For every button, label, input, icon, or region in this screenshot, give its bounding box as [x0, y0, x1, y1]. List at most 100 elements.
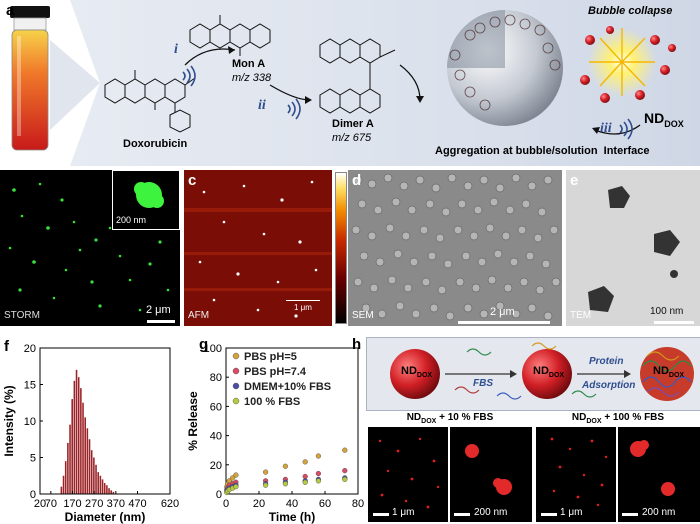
data-point — [315, 478, 322, 484]
afm-caption: AFM — [188, 310, 210, 321]
histogram-bar — [60, 486, 63, 494]
panel-c-afm-image: c AFM 1 μm — [184, 170, 332, 326]
confocal-right-nd: ND — [571, 412, 587, 423]
chart-g-release: 0 20 40 60 80 100 0 20 40 60 80 Time (h) % Release PB… — [186, 343, 364, 524]
histogram-bar — [64, 461, 67, 494]
histogram-bar — [106, 485, 108, 494]
legend-label: PBS pH=5 — [244, 351, 297, 363]
confocal-10fbs-wide-dots — [378, 437, 440, 509]
panel-e-tem-image: e TEM 100 nm — [566, 170, 700, 326]
confocal-100fbs-zoom: 200 nm — [618, 427, 700, 522]
y-axis-label: % Release — [186, 391, 200, 451]
histogram-bar — [110, 490, 112, 494]
x-tick-label: 470 — [128, 498, 146, 510]
y-tick-label: 40 — [210, 431, 222, 443]
histogram-bar — [82, 402, 84, 494]
histogram-bar — [93, 457, 95, 494]
h-nd-right-main: ND — [653, 365, 669, 377]
data-point — [342, 447, 348, 453]
confocal-100fbs-wide-scale: 1 μm — [560, 507, 583, 518]
data-point — [229, 475, 236, 481]
data-point — [302, 459, 308, 465]
histogram-bar — [71, 399, 73, 494]
x-tick-label: 20 — [34, 498, 46, 510]
panel-h-scheme: NDDOX NDDOX NDDOX FBS Protein Adsorption — [366, 337, 700, 411]
data-point — [282, 481, 289, 487]
h-nd-right-sub: DOX — [668, 372, 685, 380]
sem-scale-label: 2 μm — [490, 306, 515, 318]
sem-caption: SEM — [352, 310, 374, 321]
panel-g-label: g — [199, 336, 209, 353]
data-point — [315, 470, 322, 477]
y-axis-label: Intensity (%) — [2, 385, 16, 456]
h-nd-left-sub: DOX — [416, 372, 433, 380]
nd-dox-label: NDDOX — [644, 110, 684, 129]
bubble-sphere — [447, 10, 563, 126]
afm-texture — [184, 180, 332, 318]
data-point — [302, 473, 308, 480]
h-nd-right: NDDOX — [653, 365, 684, 379]
data-point — [262, 482, 269, 488]
aggregation-label: Aggregation at bubble/solution Interface — [435, 145, 650, 157]
h-nd-left: NDDOX — [401, 365, 432, 379]
dimer-a-mz: m/z 675 — [332, 132, 372, 144]
storm-inset-scale: 200 nm — [116, 215, 147, 225]
data-point — [342, 468, 348, 474]
confocal-10fbs-wide-scalebar — [373, 513, 389, 516]
histogram-bar — [62, 475, 65, 494]
dimer-a-name: Dimer A — [332, 118, 374, 130]
y-tick-label: 10 — [24, 416, 36, 428]
histogram-bar — [75, 369, 78, 494]
step-iii-label: iii — [600, 121, 612, 136]
x-tick-label: 80 — [352, 498, 364, 510]
histogram-bar — [95, 464, 97, 494]
storm-inset: 200 nm — [112, 170, 180, 230]
nd-main: ND — [644, 110, 665, 126]
confocal-10fbs-wide: 1 μm — [368, 427, 448, 522]
corona-particle — [640, 347, 694, 401]
x-tick-label: 60 — [319, 498, 331, 510]
histogram-bar — [99, 475, 102, 494]
y-tick-label: 20 — [210, 460, 222, 472]
sem-texture — [351, 173, 561, 321]
x-tick-label: 270 — [85, 498, 103, 510]
protein-icons — [454, 342, 597, 400]
histogram-bar — [90, 450, 93, 494]
confocal-10fbs-zoom-spots — [465, 444, 512, 495]
x-tick-label: 370 — [107, 498, 125, 510]
histogram-bar — [108, 488, 110, 494]
panel-h-scheme-art — [390, 342, 694, 401]
y-tick-label: 0 — [30, 489, 36, 501]
arrow-iii — [594, 124, 641, 135]
y-tick-label: 0 — [216, 489, 222, 501]
confocal-100fbs-wide: 1 μm — [536, 427, 616, 522]
legend-marker — [232, 397, 240, 405]
afm-scale-bar — [286, 300, 320, 301]
tem-caption: TEM — [570, 310, 592, 321]
afm-colorbar — [335, 172, 347, 324]
histogram-bar — [80, 388, 82, 494]
x-tick-label: 40 — [286, 498, 298, 510]
panel-a-label: a — [6, 2, 15, 19]
panel-c-label: c — [188, 172, 197, 189]
data-point — [233, 484, 239, 490]
confocal-100fbs-zoom-scalebar — [622, 513, 638, 516]
panel-a-scheme — [10, 0, 700, 166]
data-point — [282, 463, 289, 469]
data-point — [262, 469, 269, 475]
y-tick-label: 5 — [30, 453, 36, 465]
confocal-100fbs-wide-dots — [550, 437, 608, 507]
histogram-bar — [88, 439, 91, 494]
x-tick-label: 170 — [63, 498, 81, 510]
confocal-right-rest: + 100 % FBS — [604, 412, 665, 423]
storm-scale-bar — [147, 320, 175, 323]
nd-sub: DOX — [664, 118, 684, 129]
histogram-bar — [67, 442, 69, 494]
y-tick-label: 80 — [210, 372, 222, 384]
step-ii-label: ii — [258, 98, 266, 113]
histogram-bar — [101, 479, 104, 494]
histogram-bar — [69, 424, 71, 494]
legend-marker — [232, 367, 240, 375]
y-tick-label: 60 — [210, 401, 222, 413]
h-nd-mid-sub: DOX — [548, 372, 565, 380]
